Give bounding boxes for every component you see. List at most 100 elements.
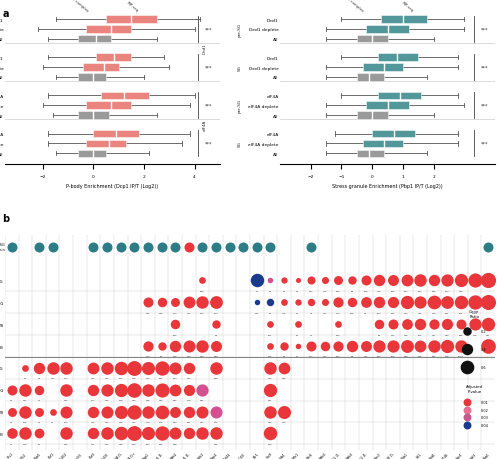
Point: [266, 321, 274, 328]
Text: 993: 993: [377, 356, 382, 357]
Bar: [106, 16, 156, 24]
Point: [184, 430, 192, 437]
Point: [457, 342, 465, 350]
Text: 0.6: 0.6: [481, 365, 486, 369]
Text: 77: 77: [38, 399, 40, 400]
Bar: [86, 102, 132, 110]
Text: 543: 543: [445, 290, 450, 291]
Text: 361: 361: [432, 356, 436, 357]
Point: [158, 364, 166, 372]
Point: [184, 386, 192, 393]
Text: 368: 368: [404, 356, 409, 357]
Text: 673: 673: [146, 377, 150, 378]
Point: [376, 342, 384, 350]
Point: [35, 364, 43, 372]
Text: 111: 111: [91, 443, 96, 444]
Text: HMW complex: HMW complex: [340, 0, 364, 13]
Text: ***: ***: [480, 65, 488, 70]
Text: 258: 258: [350, 312, 354, 313]
Point: [444, 299, 452, 306]
Text: 137: 137: [322, 312, 327, 313]
Text: 61: 61: [10, 399, 14, 400]
Text: 201: 201: [268, 334, 272, 335]
Text: 118: 118: [377, 290, 382, 291]
Point: [430, 299, 438, 306]
Text: 222: 222: [50, 377, 55, 378]
Text: 534: 534: [160, 443, 164, 444]
Point: [334, 342, 342, 350]
Bar: [78, 150, 106, 157]
Text: 414: 414: [200, 356, 204, 357]
Text: 435: 435: [91, 377, 96, 378]
Text: b: b: [2, 213, 10, 224]
Text: Adjusted
P-value: Adjusted P-value: [466, 385, 483, 393]
Text: 67: 67: [24, 377, 27, 378]
Bar: [78, 36, 111, 43]
Point: [457, 299, 465, 306]
Point: [376, 299, 384, 306]
Text: 196: 196: [364, 290, 368, 291]
Text: 433: 433: [105, 399, 110, 400]
Point: [171, 321, 179, 328]
Point: [212, 299, 220, 306]
Point: [212, 430, 220, 437]
Text: 360: 360: [214, 356, 218, 357]
Point: [184, 243, 192, 251]
Point: [212, 321, 220, 328]
Text: 0.03: 0.03: [481, 415, 488, 419]
Text: 415: 415: [146, 312, 150, 313]
Text: 89: 89: [296, 312, 299, 313]
Text: 319: 319: [445, 334, 450, 335]
Text: 315: 315: [418, 356, 422, 357]
Text: 155: 155: [390, 290, 395, 291]
Point: [294, 321, 302, 328]
Point: [198, 386, 206, 393]
Point: [253, 299, 261, 306]
Point: [457, 321, 465, 328]
Point: [35, 430, 43, 437]
Bar: [357, 74, 384, 81]
Text: 90: 90: [269, 290, 272, 291]
Point: [144, 364, 152, 372]
Point: [171, 408, 179, 415]
Text: 278: 278: [432, 312, 436, 313]
Point: [334, 277, 342, 285]
Point: [130, 408, 138, 415]
Bar: [101, 92, 149, 100]
Text: 348: 348: [160, 312, 164, 313]
Text: 443: 443: [186, 356, 191, 357]
Text: 443: 443: [132, 399, 136, 400]
Text: 254: 254: [377, 312, 382, 313]
Text: 39: 39: [296, 334, 299, 335]
Point: [463, 328, 471, 335]
Point: [212, 342, 220, 350]
Point: [348, 342, 356, 350]
Text: 94: 94: [364, 312, 367, 313]
Text: 125: 125: [268, 356, 272, 357]
Point: [321, 299, 329, 306]
Bar: [94, 130, 139, 138]
Point: [430, 342, 438, 350]
Text: 468: 468: [214, 377, 218, 378]
Text: 87: 87: [214, 334, 218, 335]
Text: 694: 694: [146, 443, 150, 444]
Text: 437: 437: [132, 421, 136, 422]
Text: ***: ***: [205, 142, 212, 146]
Text: Gene
Ratio: Gene Ratio: [469, 309, 480, 318]
Point: [171, 342, 179, 350]
Text: 446: 446: [404, 334, 409, 335]
Point: [171, 243, 179, 251]
Text: SG: SG: [238, 65, 242, 71]
Text: 62: 62: [38, 421, 40, 422]
Point: [144, 342, 152, 350]
Point: [280, 277, 288, 285]
Point: [8, 430, 16, 437]
Bar: [372, 130, 415, 138]
Text: 403: 403: [186, 377, 191, 378]
Point: [470, 299, 478, 306]
Point: [362, 299, 370, 306]
Point: [198, 342, 206, 350]
Point: [8, 386, 16, 393]
Text: 147: 147: [64, 377, 68, 378]
Text: 209: 209: [390, 356, 395, 357]
